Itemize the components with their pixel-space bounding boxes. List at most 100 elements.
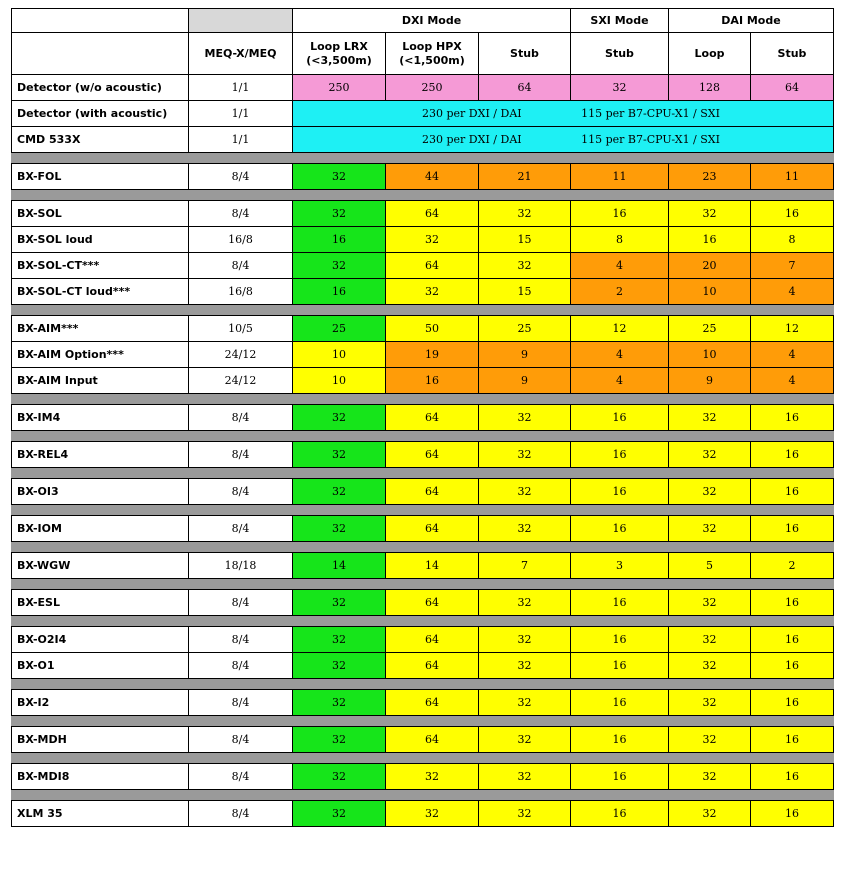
separator-cell <box>11 578 834 590</box>
value-cell: 4 <box>570 252 669 279</box>
value-cell: 14 <box>385 552 479 579</box>
device-name: BX-REL4 <box>11 441 189 468</box>
value-cell: 25 <box>668 315 751 342</box>
value-cell: 16 <box>292 278 386 305</box>
value-cell: 16 <box>750 626 834 653</box>
value-cell: 32 <box>668 404 751 431</box>
value-cell: 32 <box>292 515 386 542</box>
value-cell: 64 <box>385 626 479 653</box>
value-cell: 32 <box>478 441 571 468</box>
group-separator <box>11 752 834 764</box>
separator-cell <box>11 430 834 442</box>
value-cell: 11 <box>570 163 669 190</box>
value-cell: 64 <box>385 252 479 279</box>
device-row: BX-MDH 8/4 32 64 32 16 32 16 <box>11 726 834 753</box>
value-cell: 64 <box>750 74 834 101</box>
value-cell: 4 <box>750 367 834 394</box>
separator-cell <box>11 789 834 801</box>
separator-cell <box>11 615 834 627</box>
value-cell: 32 <box>478 200 571 227</box>
value-cell: 32 <box>478 404 571 431</box>
value-cell: 32 <box>478 252 571 279</box>
value-cell: 32 <box>478 763 571 790</box>
sxi-mode-header: SXI Mode <box>570 8 669 33</box>
device-name: BX-SOL <box>11 200 189 227</box>
capacity-dxi-dai-text: 230 per DXI / DAI <box>422 107 522 120</box>
value-cell: 32 <box>668 800 751 827</box>
meq-value: 1/1 <box>188 74 293 101</box>
value-cell: 16 <box>570 726 669 753</box>
value-cell: 32 <box>668 478 751 505</box>
value-cell: 16 <box>570 441 669 468</box>
meq-value: 1/1 <box>188 100 293 127</box>
group-separator <box>11 678 834 690</box>
value-cell: 50 <box>385 315 479 342</box>
meq-value: 8/4 <box>188 515 293 542</box>
value-cell: 32 <box>478 478 571 505</box>
value-cell: 10 <box>668 341 751 368</box>
value-cell: 2 <box>750 552 834 579</box>
capacity-sxi-text: 115 per B7-CPU-X1 / SXI <box>581 107 720 120</box>
value-cell: 14 <box>292 552 386 579</box>
value-cell: 32 <box>668 515 751 542</box>
device-row: BX-WGW 18/18 14 14 7 3 5 2 <box>11 552 834 579</box>
value-cell: 64 <box>385 652 479 679</box>
device-name: BX-IOM <box>11 515 189 542</box>
value-cell: 16 <box>570 404 669 431</box>
device-row: BX-IM4 8/4 32 64 32 16 32 16 <box>11 404 834 431</box>
separator-cell <box>11 504 834 516</box>
device-name: CMD 533X <box>11 126 189 153</box>
device-name: BX-MDH <box>11 726 189 753</box>
device-row: BX-MDI8 8/4 32 32 32 16 32 16 <box>11 763 834 790</box>
dai-stub-column-header: Stub <box>750 32 834 75</box>
device-row: BX-REL4 8/4 32 64 32 16 32 16 <box>11 441 834 468</box>
detector-row: Detector (w/o acoustic) 1/1 250 250 64 3… <box>11 74 834 101</box>
device-row: BX-I2 8/4 32 64 32 16 32 16 <box>11 689 834 716</box>
value-cell: 64 <box>385 404 479 431</box>
value-cell: 7 <box>478 552 571 579</box>
device-name: BX-OI3 <box>11 478 189 505</box>
meq-value: 1/1 <box>188 126 293 153</box>
separator-cell <box>11 752 834 764</box>
capacity-dxi-dai-text: 230 per DXI / DAI <box>422 133 522 146</box>
meq-value: 24/12 <box>188 367 293 394</box>
value-cell: 16 <box>750 515 834 542</box>
group-separator <box>11 189 834 201</box>
device-row: BX-SOL 8/4 32 64 32 16 32 16 <box>11 200 834 227</box>
device-name: BX-AIM*** <box>11 315 189 342</box>
value-cell: 32 <box>478 689 571 716</box>
group-separator <box>11 430 834 442</box>
value-cell: 16 <box>668 226 751 253</box>
value-cell: 128 <box>668 74 751 101</box>
value-cell: 250 <box>292 74 386 101</box>
device-name: XLM 35 <box>11 800 189 827</box>
value-cell: 7 <box>750 252 834 279</box>
device-row: BX-FOL 8/4 32 44 21 11 23 11 <box>11 163 834 190</box>
meq-value: 8/4 <box>188 626 293 653</box>
value-cell: 10 <box>292 341 386 368</box>
device-name: Detector (w/o acoustic) <box>11 74 189 101</box>
group-separator <box>11 615 834 627</box>
meq-value: 8/4 <box>188 726 293 753</box>
capacity-sxi-text: 115 per B7-CPU-X1 / SXI <box>581 133 720 146</box>
group-separator <box>11 393 834 405</box>
separator-cell <box>11 152 834 164</box>
value-cell: 19 <box>385 341 479 368</box>
meq-value: 8/4 <box>188 800 293 827</box>
value-cell: 11 <box>750 163 834 190</box>
value-cell: 32 <box>292 626 386 653</box>
value-cell: 16 <box>570 515 669 542</box>
value-cell: 32 <box>385 278 479 305</box>
value-cell: 32 <box>292 800 386 827</box>
cmd-row: CMD 533X 1/1 230 per DXI / DAI 115 per B… <box>11 126 834 153</box>
value-cell: 16 <box>385 367 479 394</box>
value-cell: 10 <box>668 278 751 305</box>
compatibility-table: DXI Mode SXI Mode DAI Mode MEQ-X/MEQ Loo… <box>11 8 834 827</box>
meq-value: 8/4 <box>188 478 293 505</box>
value-cell: 32 <box>292 441 386 468</box>
value-cell: 16 <box>750 800 834 827</box>
value-cell: 25 <box>478 315 571 342</box>
value-cell: 64 <box>385 726 479 753</box>
device-name: BX-WGW <box>11 552 189 579</box>
value-cell: 32 <box>292 652 386 679</box>
